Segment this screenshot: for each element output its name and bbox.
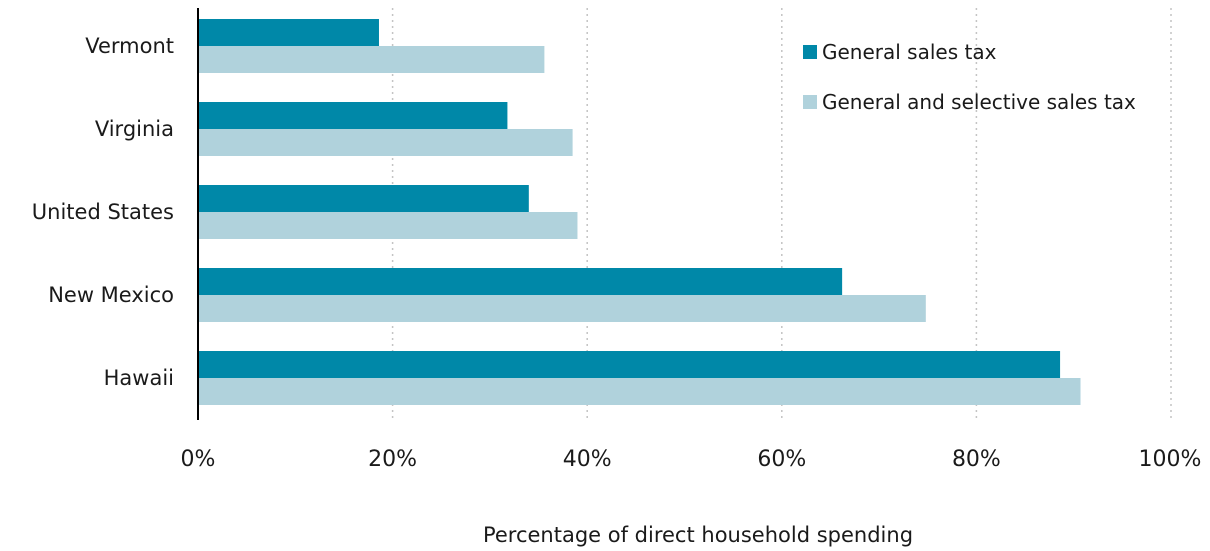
bar-united-states-series-2: [198, 212, 578, 239]
legend: General sales tax General and selective …: [803, 40, 1136, 114]
bar-virginia-series-1: [198, 102, 508, 129]
bar-virginia-series-2: [198, 129, 573, 156]
category-labels: Vermont Virginia United States New Mexico Ha…: [32, 34, 174, 390]
x-tick-labels: 0% 20% 40% 60% 80% 100%: [181, 447, 1202, 472]
category-label: Hawaii: [104, 366, 174, 390]
bar-new-mexico-series-1: [198, 268, 843, 295]
category-label: Vermont: [85, 34, 174, 58]
bar-new-mexico-series-2: [198, 295, 926, 322]
bar-vermont-series-2: [198, 46, 545, 73]
x-tick-label: 40%: [563, 447, 612, 472]
bar-vermont-series-1: [198, 19, 379, 46]
x-tick-label: 80%: [952, 447, 1001, 472]
category-label: New Mexico: [48, 283, 174, 307]
bar-marks: [198, 19, 1081, 405]
legend-label-general-sales-tax: General sales tax: [822, 40, 997, 64]
x-tick-label: 60%: [757, 447, 806, 472]
legend-label-general-and-selective-sales-tax: General and selective sales tax: [822, 90, 1136, 114]
bar-hawaii-series-2: [198, 378, 1081, 405]
category-label: Virginia: [95, 117, 174, 141]
x-tick-label: 100%: [1139, 447, 1202, 472]
bar-hawaii-series-1: [198, 351, 1061, 378]
legend-swatch-general-sales-tax: [803, 45, 817, 59]
legend-swatch-general-and-selective-sales-tax: [803, 95, 817, 109]
x-axis-title: Percentage of direct household spending: [483, 523, 913, 547]
category-label: United States: [32, 200, 174, 224]
x-tick-label: 0%: [181, 447, 216, 472]
x-tick-label: 20%: [368, 447, 417, 472]
bar-united-states-series-1: [198, 185, 529, 212]
